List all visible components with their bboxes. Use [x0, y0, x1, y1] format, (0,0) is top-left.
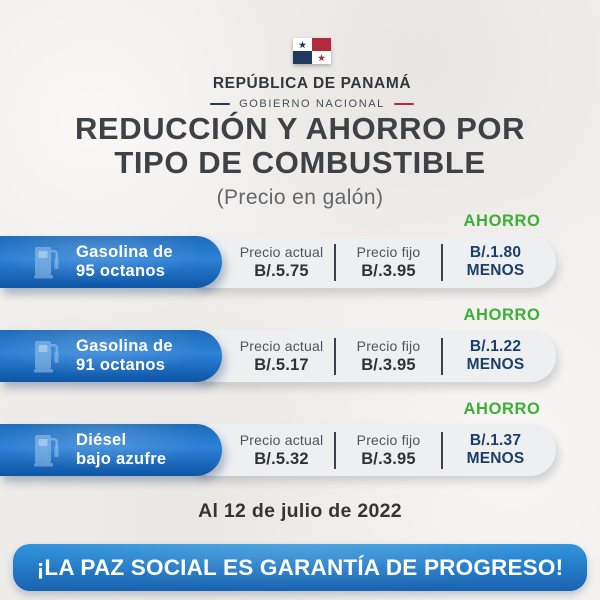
price-pill: Precio actual B/.5.75 Precio fijo B/.3.9… [185, 236, 556, 288]
price-pill: Precio actual B/.5.32 Precio fijo B/.3.9… [185, 424, 556, 476]
government-label: GOBIERNO NACIONAL [239, 98, 385, 110]
fuel-pump-icon [34, 435, 59, 467]
government-line: GOBIERNO NACIONAL [12, 98, 600, 110]
fuel-pump-icon [34, 247, 59, 279]
country-name: REPÚBLICA DE PANAMÁ [212, 75, 412, 92]
fixed-price-label: Precio fijo [356, 431, 421, 448]
current-price-label: Precio actual [239, 337, 324, 354]
page-title: REDUCCIÓN Y AHORRO POR TIPO DE COMBUSTIB… [0, 112, 600, 180]
current-price-cell: Precio actual B/.5.32 [229, 432, 334, 469]
fixed-price-cell: Precio fijo B/.3.95 [336, 244, 441, 281]
panama-flag-icon [293, 38, 331, 64]
divider [334, 337, 336, 375]
savings-value: B/.1.80 [469, 244, 522, 261]
current-price-label: Precio actual [239, 243, 324, 260]
page-subtitle: (Precio en galón) [216, 186, 384, 209]
divider [441, 243, 443, 281]
current-price-cell: Precio actual B/.5.17 [229, 338, 334, 375]
fuel-name: Diésel bajo azufre [76, 431, 166, 469]
fuel-row-91: AHORRO Precio actual B/.5.17 Precio fijo… [0, 306, 600, 384]
fuel-type-pill: Diésel bajo azufre [0, 424, 222, 476]
savings-menos-label: MENOS [466, 356, 525, 373]
current-price-value: B/.5.17 [254, 355, 309, 374]
navy-dash-icon [210, 102, 231, 106]
divider [334, 243, 336, 281]
fuel-row-95: AHORRO Precio actual B/.5.75 Precio fijo… [0, 212, 600, 290]
fuel-row-diesel: AHORRO Precio actual B/.5.32 Precio fijo… [0, 400, 600, 478]
divider [441, 337, 443, 375]
current-price-cell: Precio actual B/.5.75 [229, 244, 334, 281]
fuel-name: Gasolina de 91 octanos [76, 337, 173, 375]
ahorro-label: AHORRO [463, 400, 541, 418]
current-price-value: B/.5.32 [254, 449, 309, 468]
fixed-price-cell: Precio fijo B/.3.95 [336, 432, 441, 469]
fixed-price-value: B/.3.95 [361, 261, 416, 280]
fixed-price-value: B/.3.95 [361, 355, 416, 374]
savings-menos-label: MENOS [466, 450, 525, 467]
fuel-name-line-1: Diésel [76, 431, 127, 449]
savings-value: B/.1.22 [469, 338, 522, 355]
fuel-name-line-1: Gasolina de [76, 337, 173, 355]
ahorro-label: AHORRO [463, 212, 541, 230]
fuel-pump-icon [34, 341, 59, 373]
fuel-name: Gasolina de 95 octanos [76, 243, 173, 281]
fuel-name-line-1: Gasolina de [76, 243, 173, 261]
fixed-price-value: B/.3.95 [361, 449, 416, 468]
price-pill: Precio actual B/.5.17 Precio fijo B/.3.9… [185, 330, 556, 382]
fixed-price-label: Precio fijo [356, 337, 421, 354]
savings-menos-label: MENOS [466, 262, 525, 279]
red-dash-icon [393, 102, 414, 106]
savings-cell: B/.1.37 MENOS [443, 432, 548, 468]
divider [334, 431, 336, 469]
title-line-1: REDUCCIÓN Y AHORRO POR [74, 111, 526, 146]
savings-value: B/.1.37 [469, 432, 522, 449]
slogan-banner: ¡LA PAZ SOCIAL ES GARANTÍA DE PROGRESO! [13, 544, 587, 591]
fuel-type-pill: Gasolina de 91 octanos [0, 330, 222, 382]
divider [441, 431, 443, 469]
fuel-name-line-2: 91 octanos [76, 356, 166, 374]
current-price-value: B/.5.75 [254, 261, 309, 280]
title-line-2: TIPO DE COMBUSTIBLE [114, 145, 486, 180]
current-price-label: Precio actual [239, 431, 324, 448]
date-label: Al 12 de julio de 2022 [198, 500, 402, 522]
fuel-type-pill: Gasolina de 95 octanos [0, 236, 222, 288]
ahorro-label: AHORRO [463, 306, 541, 324]
savings-cell: B/.1.80 MENOS [443, 244, 548, 280]
fixed-price-label: Precio fijo [356, 243, 421, 260]
savings-cell: B/.1.22 MENOS [443, 338, 548, 374]
fuel-name-line-2: bajo azufre [76, 450, 167, 468]
header: REPÚBLICA DE PANAMÁ GOBIERNO NACIONAL [12, 38, 600, 110]
fuel-name-line-2: 95 octanos [76, 262, 166, 280]
fixed-price-cell: Precio fijo B/.3.95 [336, 338, 441, 375]
